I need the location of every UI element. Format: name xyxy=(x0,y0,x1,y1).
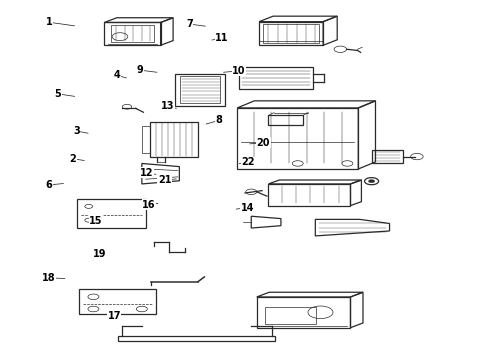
Circle shape xyxy=(368,180,375,183)
Text: 4: 4 xyxy=(114,71,121,80)
Bar xyxy=(237,108,358,169)
Bar xyxy=(269,184,350,206)
Bar xyxy=(104,22,161,45)
Text: 2: 2 xyxy=(70,154,76,164)
Text: 22: 22 xyxy=(241,157,255,167)
Text: 10: 10 xyxy=(232,66,246,76)
Bar xyxy=(263,24,319,43)
Bar xyxy=(119,336,275,342)
Text: 20: 20 xyxy=(257,138,270,148)
Text: 9: 9 xyxy=(137,65,143,75)
Bar xyxy=(257,297,350,328)
Text: 3: 3 xyxy=(73,126,80,136)
Bar xyxy=(265,307,316,324)
Bar xyxy=(174,74,225,106)
Bar xyxy=(149,122,198,157)
Text: 6: 6 xyxy=(46,180,52,190)
Text: 5: 5 xyxy=(54,89,61,99)
Bar xyxy=(180,76,220,103)
Text: 8: 8 xyxy=(216,116,222,125)
Text: 18: 18 xyxy=(42,273,55,283)
Text: 1: 1 xyxy=(46,17,52,27)
Bar xyxy=(269,116,303,125)
Text: 7: 7 xyxy=(186,19,193,29)
Bar xyxy=(77,198,146,228)
Text: 17: 17 xyxy=(107,311,121,321)
Text: 21: 21 xyxy=(158,175,172,185)
Bar xyxy=(239,67,313,89)
Text: 15: 15 xyxy=(89,216,102,226)
Text: 12: 12 xyxy=(141,168,154,178)
Text: 16: 16 xyxy=(142,200,156,210)
Bar xyxy=(259,22,323,45)
Text: 11: 11 xyxy=(215,33,228,43)
Bar xyxy=(111,25,154,42)
Bar xyxy=(371,150,403,163)
Text: 14: 14 xyxy=(241,203,254,213)
Text: 13: 13 xyxy=(161,100,174,111)
Text: 19: 19 xyxy=(93,249,106,259)
Bar xyxy=(79,289,156,314)
